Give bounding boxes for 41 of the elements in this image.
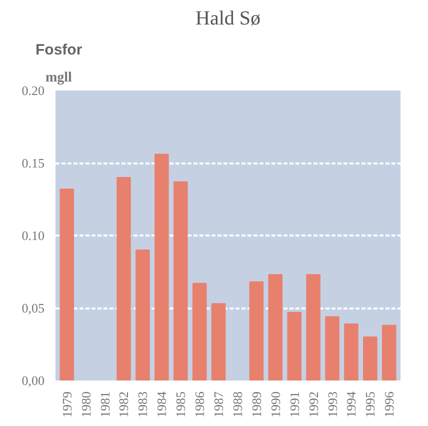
y-tick-label: 0.20	[22, 83, 44, 98]
bar	[344, 323, 358, 380]
x-tick-label: 1979	[59, 392, 74, 418]
bar	[306, 274, 320, 380]
y-tick-label: 0,05	[22, 300, 44, 316]
bar	[173, 181, 188, 380]
x-tick-label: 1984	[154, 391, 170, 418]
chart-title: Hald Sø	[196, 8, 260, 30]
x-tick-label: 1983	[135, 392, 150, 418]
bar	[60, 188, 74, 380]
bar	[287, 312, 302, 380]
y-axis-title: mgll	[46, 70, 72, 86]
bar	[249, 281, 264, 380]
x-tick-label: 1994	[344, 391, 359, 418]
x-tick-label: 1992	[306, 392, 321, 418]
bar	[363, 336, 378, 380]
bar	[325, 316, 340, 380]
y-tick-label: 0.15	[22, 156, 44, 170]
x-tick-label: 1988	[230, 392, 245, 418]
x-tick-label: 1996	[382, 391, 397, 418]
bar	[211, 303, 226, 380]
chart-subtitle: Fosfor	[36, 42, 82, 58]
x-tick-label: 1987	[211, 391, 226, 418]
bar	[192, 282, 207, 380]
x-tick-label: 1991	[286, 392, 302, 418]
x-tick-label: 1982	[116, 392, 132, 418]
bar	[116, 177, 131, 380]
x-tick-label: 1981	[97, 392, 112, 418]
bar	[382, 324, 396, 380]
y-tick-label: 0.10	[22, 228, 44, 243]
bar	[154, 154, 169, 380]
x-tick-label: 1993	[324, 392, 340, 418]
bar	[268, 274, 283, 380]
x-tick-label: 1990	[268, 392, 283, 418]
bar	[136, 250, 150, 380]
x-tick-label: 1995	[362, 392, 378, 418]
x-tick-label: 1989	[248, 392, 264, 418]
x-tick-label: 1986	[192, 391, 208, 418]
x-tick-label: 1980	[78, 392, 94, 418]
y-tick-label: 0,00	[22, 373, 44, 388]
x-tick-label: 1985	[173, 392, 188, 418]
